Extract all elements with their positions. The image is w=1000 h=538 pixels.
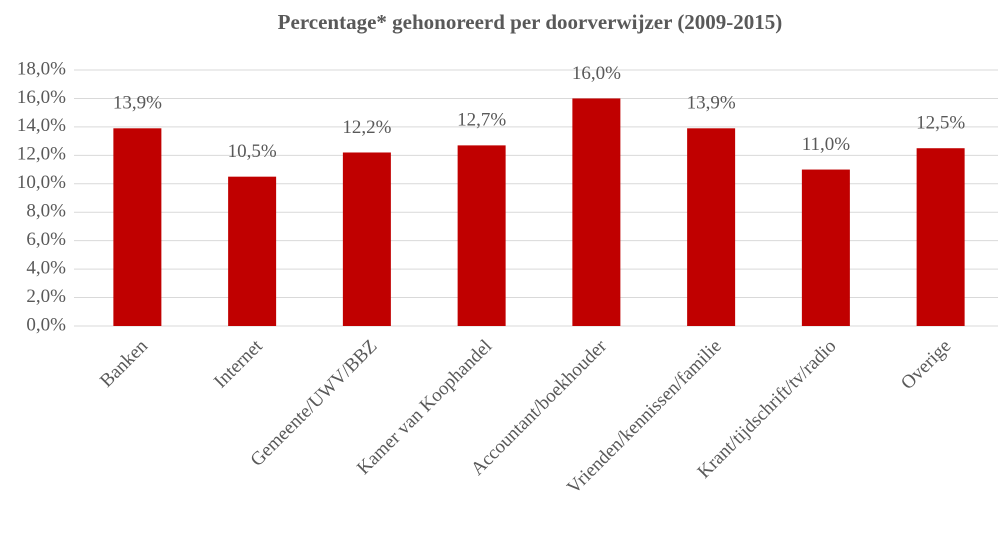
- bar: [572, 98, 621, 326]
- y-tick-label: 10,0%: [17, 172, 66, 193]
- x-tick-label: Internet: [210, 335, 267, 392]
- y-tick-label: 0,0%: [26, 314, 66, 335]
- data-label: 11,0%: [802, 134, 851, 155]
- bar: [457, 145, 506, 326]
- y-tick-label: 16,0%: [17, 87, 66, 108]
- data-label: 12,2%: [342, 117, 391, 138]
- data-label: 16,0%: [572, 63, 621, 84]
- data-label: 13,9%: [113, 93, 162, 114]
- y-tick-label: 6,0%: [26, 229, 66, 250]
- bar: [801, 169, 850, 326]
- bar: [687, 128, 736, 326]
- bar: [228, 176, 277, 326]
- y-tick-label: 18,0%: [17, 58, 66, 79]
- x-tick-label: Overige: [897, 336, 955, 394]
- data-label: 10,5%: [228, 141, 277, 162]
- bar: [916, 148, 965, 326]
- y-tick-label: 4,0%: [26, 257, 66, 278]
- bar: [342, 152, 391, 326]
- data-label: 12,7%: [457, 110, 506, 131]
- x-tick-label: Banken: [96, 335, 152, 391]
- y-tick-label: 14,0%: [17, 115, 66, 136]
- y-tick-label: 12,0%: [17, 144, 66, 165]
- data-label: 12,5%: [916, 113, 965, 134]
- x-tick-label: Gemeente/UWV/BBZ: [247, 336, 382, 471]
- data-label: 13,9%: [687, 93, 736, 114]
- y-tick-label: 8,0%: [26, 201, 66, 222]
- chart-title: Percentage* gehonoreerd per doorverwijze…: [278, 10, 783, 34]
- bar: [113, 128, 162, 326]
- y-tick-label: 2,0%: [26, 286, 66, 307]
